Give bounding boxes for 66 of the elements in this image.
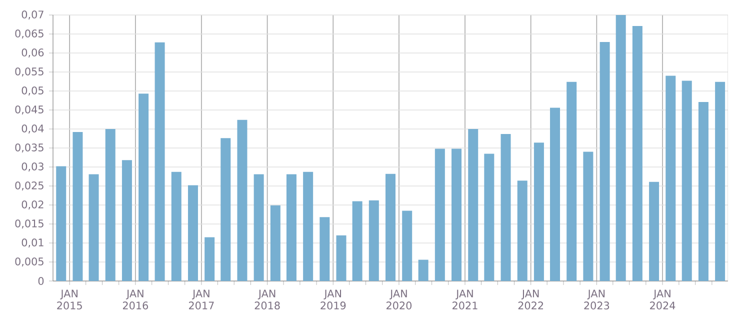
bar <box>517 180 528 281</box>
x-tick-label: JAN 2019 <box>320 290 346 310</box>
y-tick-label: 0,02 <box>22 200 44 210</box>
bar <box>616 15 626 281</box>
bar <box>500 134 511 281</box>
x-tick-label: JAN 2022 <box>518 290 544 310</box>
bar <box>105 129 116 281</box>
bar <box>72 132 83 281</box>
x-tick-label: JAN 2016 <box>122 290 148 310</box>
bar <box>303 172 314 281</box>
bar <box>352 201 362 281</box>
y-tick-label: 0,07 <box>22 10 44 20</box>
bar <box>320 217 330 281</box>
x-tick-label: JAN 2024 <box>650 290 676 310</box>
y-tick-label: 0,045 <box>15 106 44 114</box>
bar <box>154 42 165 281</box>
bar <box>88 174 99 281</box>
bar <box>600 42 610 281</box>
y-tick-label: 0,03 <box>22 162 44 172</box>
bar <box>237 120 248 281</box>
bar <box>171 172 182 281</box>
bar <box>402 210 412 281</box>
y-tick-label: 0,035 <box>15 144 44 152</box>
bar <box>666 76 676 281</box>
bar <box>649 182 660 281</box>
x-tick-label: JAN 2017 <box>188 290 214 310</box>
bar <box>286 174 296 281</box>
y-tick-label: 0,005 <box>15 258 44 266</box>
y-tick-label: 0,04 <box>22 124 44 134</box>
y-tick-label: 0,065 <box>15 30 44 38</box>
bar <box>368 200 379 281</box>
x-tick-label: JAN 2023 <box>584 290 610 310</box>
y-tick-label: 0,06 <box>22 48 44 58</box>
x-tick-label: JAN 2021 <box>452 290 478 310</box>
bar <box>468 129 478 281</box>
y-tick-label: 0,055 <box>15 68 44 76</box>
bar <box>220 138 231 281</box>
bar <box>698 102 708 281</box>
x-tick-label: JAN 2020 <box>386 290 412 310</box>
bar <box>336 235 346 281</box>
bar <box>715 82 726 281</box>
bar <box>534 142 544 281</box>
bar <box>386 174 396 281</box>
bar <box>484 154 494 281</box>
bar <box>632 26 642 281</box>
bar <box>434 148 445 281</box>
bar <box>418 260 428 281</box>
bar <box>566 82 577 281</box>
bar <box>682 80 692 281</box>
bar <box>138 94 149 281</box>
y-tick-label: 0 <box>38 277 44 285</box>
x-tick-label: JAN 2018 <box>254 290 280 310</box>
bar <box>122 160 132 281</box>
bar <box>550 108 560 281</box>
bar <box>56 166 66 281</box>
y-tick-label: 0,01 <box>22 238 44 248</box>
x-tick-label: JAN 2015 <box>57 290 82 310</box>
bar <box>254 174 264 281</box>
bar <box>583 152 594 281</box>
bar <box>270 205 280 281</box>
y-tick-label: 0,05 <box>22 86 44 96</box>
bar <box>452 148 462 281</box>
y-tick-label: 0,015 <box>15 220 44 228</box>
y-tick-label: 0,025 <box>15 182 44 190</box>
bar <box>204 237 215 281</box>
bar <box>188 185 198 281</box>
